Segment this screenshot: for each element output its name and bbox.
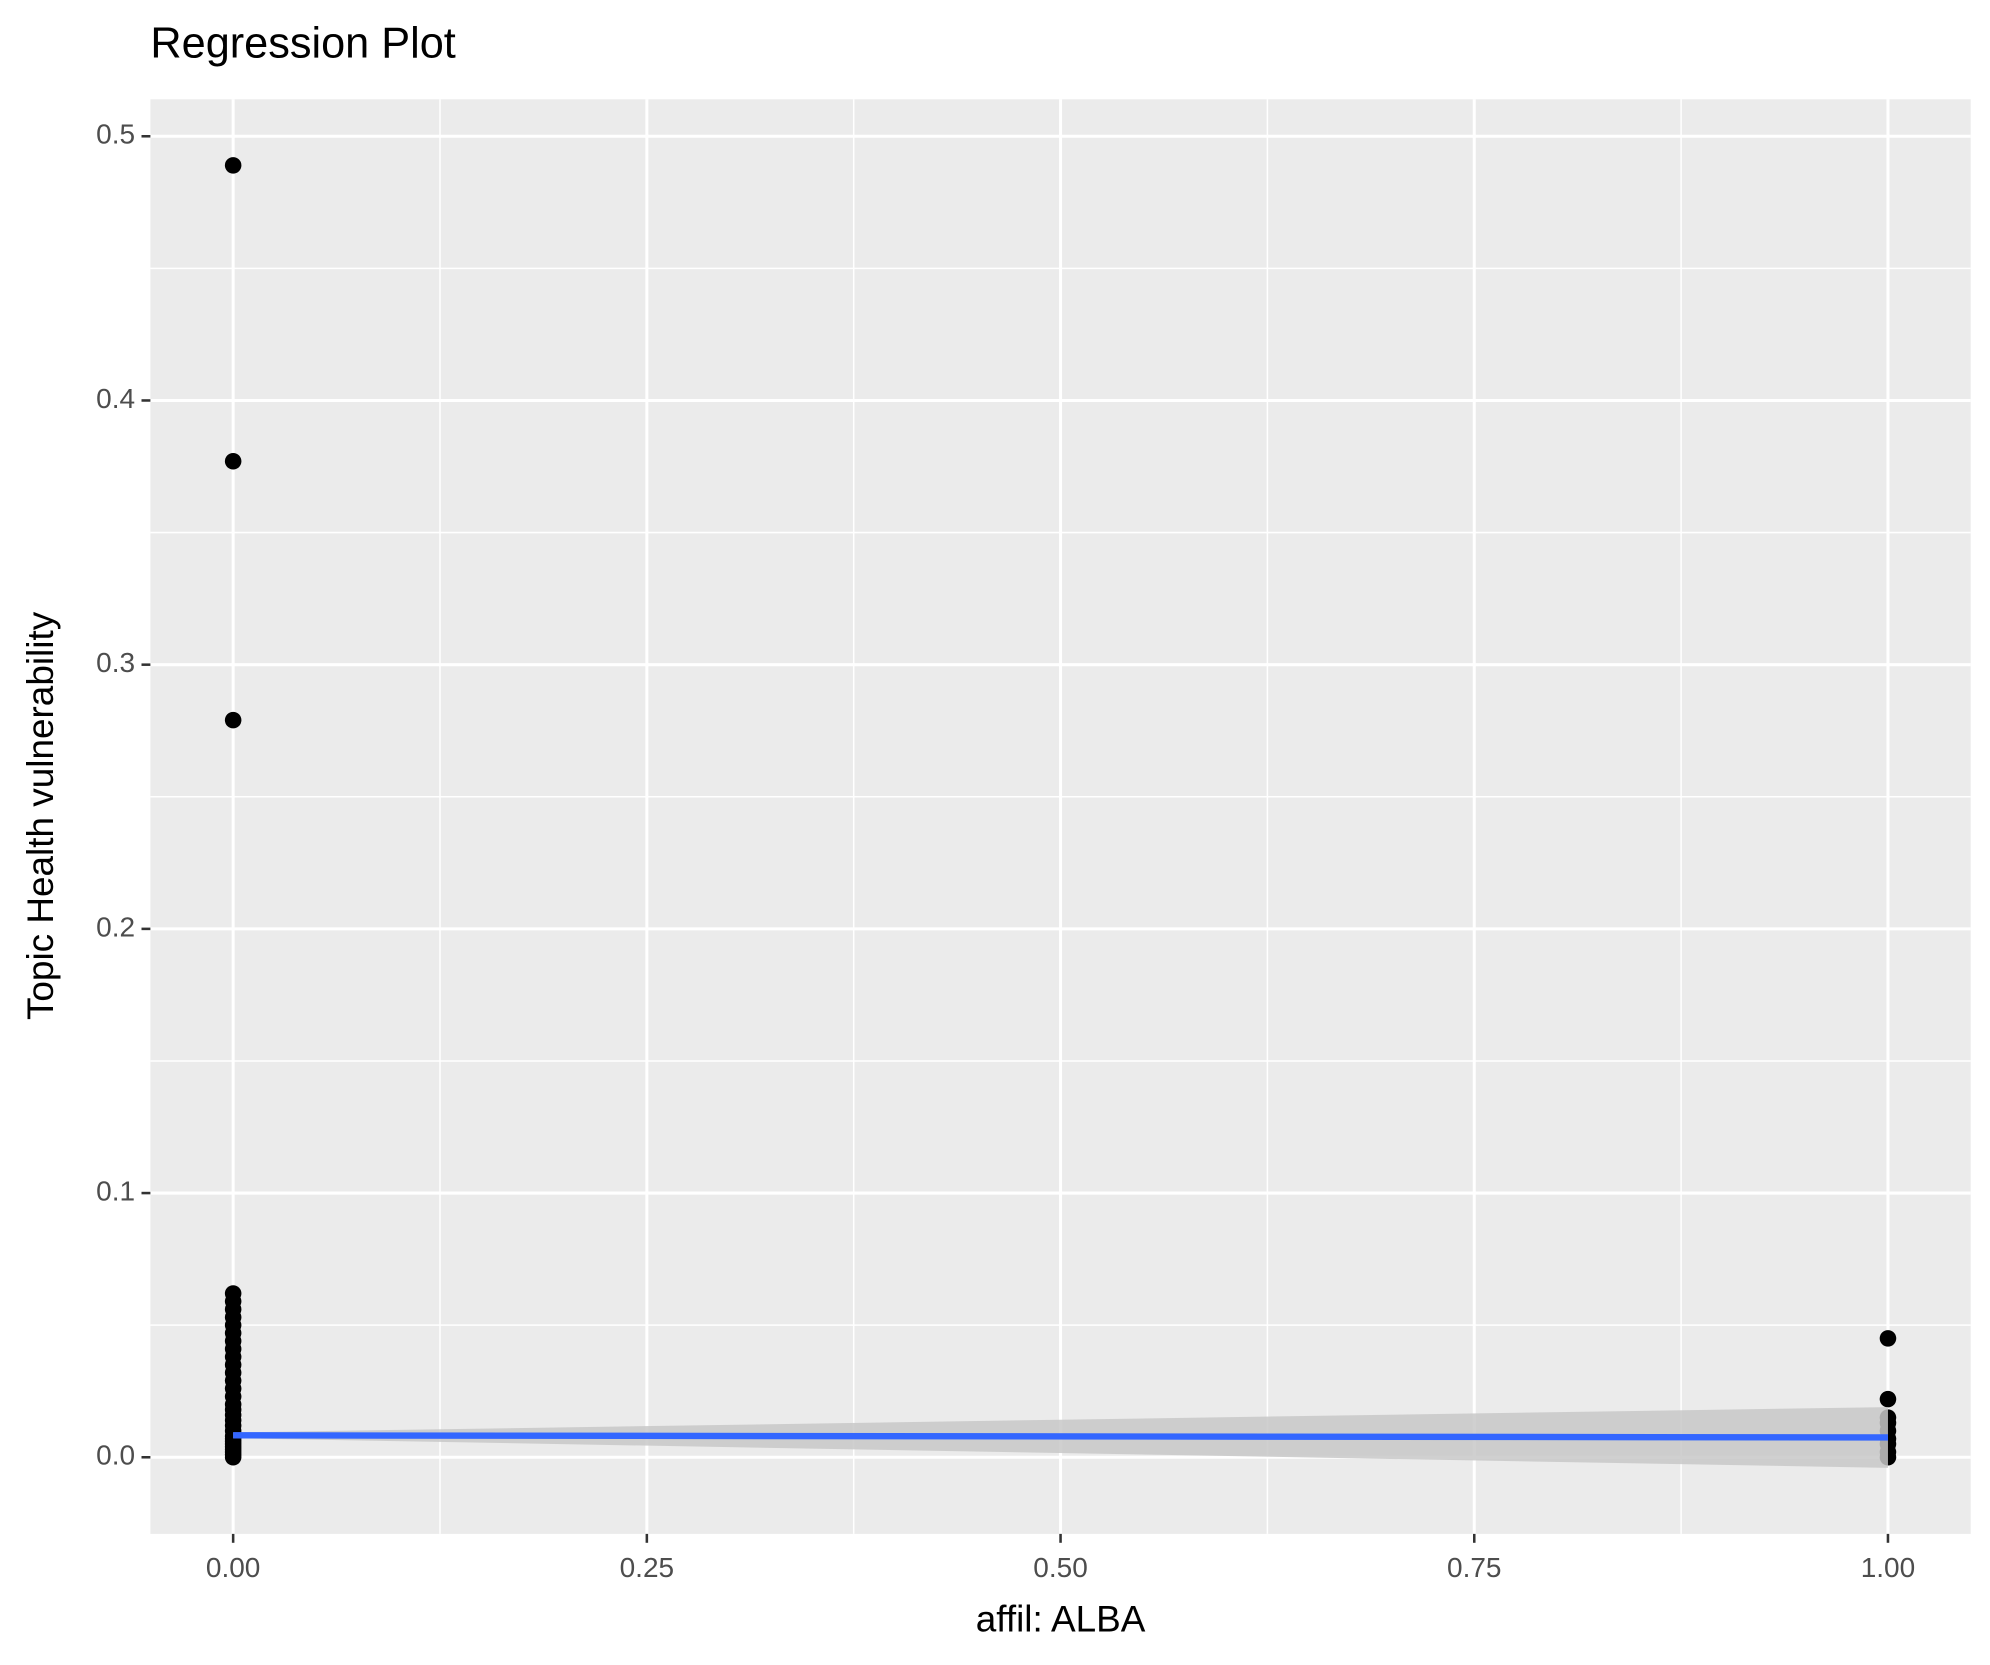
y-tick-label: 0.0	[96, 1440, 135, 1471]
x-tick-label: 0.75	[1447, 1552, 1502, 1583]
point	[224, 711, 242, 729]
x-tick-label: 0.25	[620, 1552, 674, 1583]
y-tick-label: 0.3	[96, 647, 135, 678]
regression-line	[233, 1432, 1888, 1441]
y-tick-label: 0.2	[96, 911, 135, 942]
x-axis-title: affil: ALBA	[976, 1598, 1146, 1639]
point	[1879, 1330, 1897, 1347]
chart-title: Regression Plot	[150, 19, 455, 67]
point	[224, 1448, 242, 1466]
x-tick-label: 0.00	[206, 1552, 260, 1583]
point	[224, 157, 242, 174]
marks	[224, 157, 1897, 1468]
y-tick-label: 0.1	[96, 1175, 135, 1206]
x-tick-label: 0.50	[1033, 1552, 1088, 1583]
point	[1879, 1390, 1897, 1408]
grid	[150, 99, 1971, 1534]
y-tick-label: 0.5	[96, 119, 135, 150]
x-tick-label: 1.00	[1861, 1552, 1916, 1583]
y-tick-label: 0.4	[96, 383, 135, 414]
point	[224, 452, 242, 470]
y-axis-title: Topic Health vulnerability	[20, 611, 61, 1020]
